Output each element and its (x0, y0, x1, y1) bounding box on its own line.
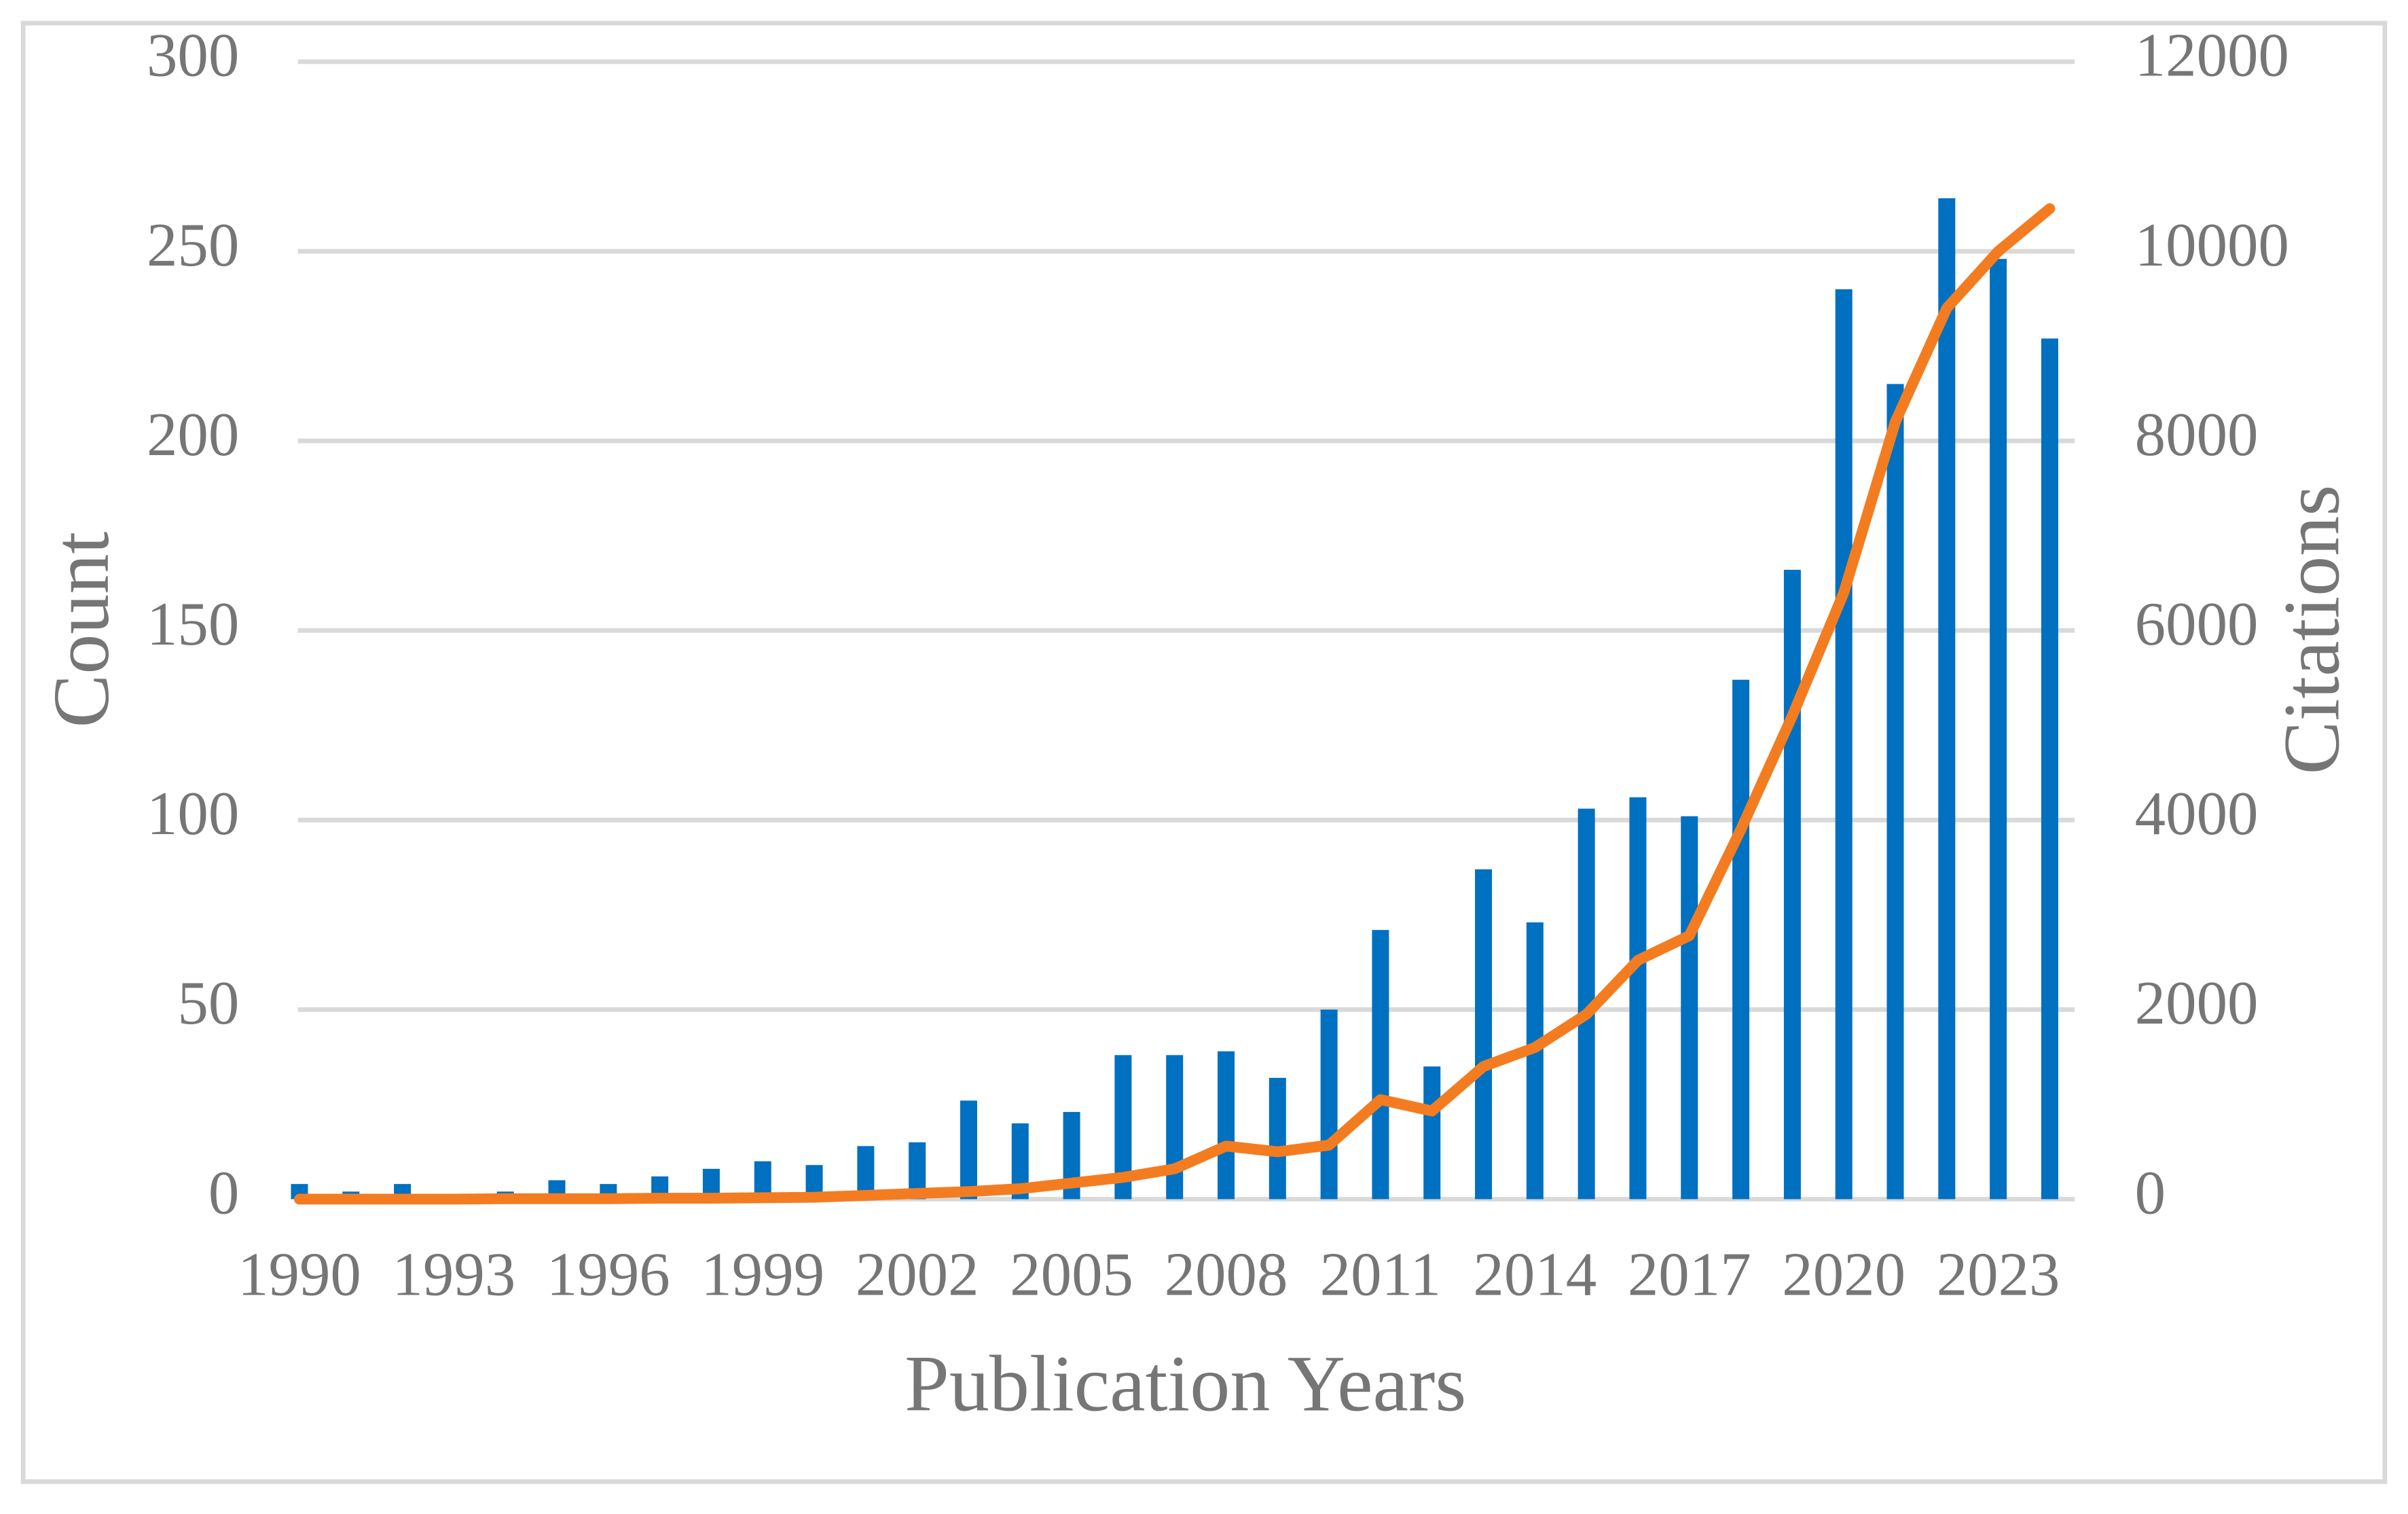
x-tick-label: 1996 (547, 1240, 670, 1309)
x-tick-label: 2020 (1782, 1240, 1905, 1309)
bar (1938, 198, 1956, 1200)
bar (1423, 1066, 1441, 1200)
bar (1475, 869, 1493, 1200)
y-tick-label: 200 (147, 400, 239, 469)
x-tick-label: 1990 (238, 1240, 361, 1309)
y-tick-label: 250 (147, 211, 239, 279)
y2-tick-label: 6000 (2135, 590, 2259, 658)
y2-axis-title: Citations (2267, 485, 2356, 775)
bar (1681, 816, 1698, 1200)
bar (1835, 289, 1853, 1200)
x-tick-label: 1999 (701, 1240, 824, 1309)
bar (1783, 569, 1801, 1200)
bar (1990, 259, 2007, 1200)
bar (2041, 338, 2058, 1200)
bar (1629, 797, 1647, 1200)
y2-tick-label: 12000 (2135, 21, 2289, 90)
x-axis-title: Publication Years (905, 1339, 1466, 1428)
bar (1269, 1077, 1286, 1200)
x-tick-label: 2011 (1320, 1240, 1441, 1309)
bar (1732, 679, 1750, 1200)
y2-tick-label: 2000 (2135, 969, 2259, 1037)
bar (1886, 384, 1904, 1200)
y2-tick-label: 8000 (2135, 400, 2259, 469)
x-tick-label: 2023 (1937, 1240, 2060, 1309)
bar (1320, 1009, 1338, 1200)
y2-tick-label: 10000 (2135, 211, 2289, 279)
x-tick-label: 2014 (1473, 1240, 1597, 1309)
y-tick-label: 300 (147, 21, 239, 90)
y2-tick-label: 0 (2135, 1158, 2166, 1227)
y-tick-label: 150 (147, 590, 239, 658)
bar (1526, 922, 1544, 1200)
y-tick-label: 50 (177, 969, 239, 1037)
bar (960, 1100, 977, 1200)
bar (1218, 1051, 1235, 1200)
line (294, 203, 2056, 1205)
bar (1166, 1055, 1184, 1200)
x-tick-label: 2008 (1165, 1240, 1288, 1309)
y-tick-label: 0 (208, 1158, 239, 1227)
x-tick-label: 2002 (856, 1240, 979, 1309)
x-tick-label: 2017 (1628, 1240, 1751, 1309)
bar (1372, 930, 1389, 1200)
y-axis-title: Count (37, 531, 126, 727)
y-tick-label: 100 (147, 779, 239, 848)
x-tick-label: 1993 (392, 1240, 515, 1309)
y2-tick-label: 4000 (2135, 779, 2259, 848)
x-tick-label: 2005 (1010, 1240, 1133, 1309)
